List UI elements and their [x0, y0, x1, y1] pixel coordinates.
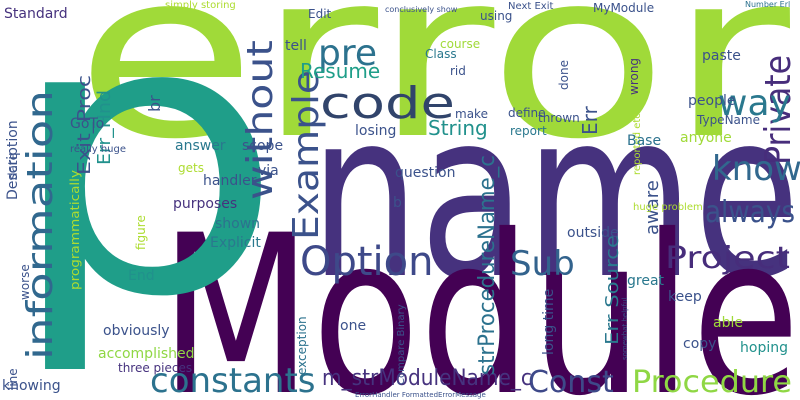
word: way	[718, 83, 791, 124]
word: error	[75, 0, 791, 190]
word: Compare Binary	[396, 304, 407, 385]
word: strProcedureName_c	[475, 155, 500, 375]
word: programmatically	[68, 170, 82, 290]
word: line	[6, 368, 20, 390]
word: GoTo	[70, 116, 104, 132]
word: name	[310, 63, 800, 330]
word: paste	[702, 48, 741, 64]
word: huge problem	[633, 202, 703, 213]
word: b	[393, 195, 402, 211]
word: question	[395, 165, 455, 181]
word: m_strModuleName_c	[322, 366, 532, 391]
word: Class	[425, 47, 457, 61]
word: Explicit	[210, 235, 261, 251]
word: define	[508, 106, 546, 120]
word: ErrorHandler FormattedErrorMessage	[355, 391, 486, 399]
word: Err_Hnd	[94, 90, 115, 165]
word: Err	[578, 105, 602, 135]
word: purposes	[173, 196, 237, 212]
word: Resume	[300, 59, 380, 83]
word: Project	[665, 241, 790, 276]
word: Const	[528, 365, 614, 400]
word: br	[145, 95, 164, 112]
word: make	[455, 107, 488, 121]
word: Private	[758, 55, 799, 165]
word: thrown	[538, 111, 580, 125]
word: Description	[5, 120, 21, 200]
word: Err Source	[602, 235, 623, 345]
word: shown	[215, 216, 260, 232]
word: great	[627, 273, 665, 289]
word: constants	[150, 361, 316, 400]
word: String	[428, 116, 488, 140]
word: Example	[286, 70, 327, 240]
word: done	[557, 60, 571, 90]
word: using	[480, 9, 512, 23]
word: MyModule	[593, 1, 654, 15]
word: know	[712, 149, 800, 189]
word: really huge	[70, 144, 126, 155]
word: knowing	[2, 378, 61, 394]
word: without	[240, 40, 281, 200]
word: Next Exit	[508, 1, 553, 12]
word: Number Erl	[745, 0, 790, 9]
word: Base	[627, 133, 661, 149]
word: conclusively show	[385, 5, 458, 14]
word: one	[340, 318, 366, 334]
word: code	[320, 78, 455, 129]
word: always	[705, 195, 795, 230]
word: hoping	[740, 340, 788, 356]
word: accomplished	[98, 346, 195, 362]
word: somewhat helpful	[621, 297, 629, 360]
word: figure	[134, 215, 148, 250]
word: report	[510, 124, 547, 138]
word: date	[6, 153, 20, 180]
word: Module	[160, 188, 800, 400]
word: Standard	[4, 6, 68, 22]
word: reported etc	[632, 113, 643, 175]
word: End	[128, 268, 155, 284]
word: worse	[18, 264, 32, 300]
word: keep	[668, 289, 702, 305]
word: long time	[541, 289, 557, 355]
word: wrong	[627, 58, 641, 95]
word: simply storing	[165, 0, 236, 11]
word: answer	[175, 138, 226, 154]
word: gets	[178, 161, 204, 175]
word: able	[713, 315, 743, 331]
word: p	[5, 0, 285, 380]
word: scope	[242, 138, 283, 154]
word: information	[20, 90, 61, 360]
word: Sub	[510, 244, 575, 284]
word: three pieces	[118, 361, 192, 375]
word: TypeName	[696, 113, 760, 127]
word: handler	[203, 173, 257, 189]
word: Edit	[308, 7, 332, 21]
word: rid	[450, 64, 466, 78]
word: people	[688, 93, 735, 109]
word: aware	[642, 180, 663, 235]
word: copy	[683, 336, 716, 352]
word: tell	[285, 38, 307, 54]
word: pre	[318, 33, 377, 74]
word: course	[440, 37, 480, 51]
word: losing	[355, 123, 396, 139]
word: Option	[300, 239, 434, 285]
word: Exit_Proc	[74, 75, 95, 175]
word: anyone	[680, 130, 732, 146]
word: outside	[567, 225, 619, 241]
word: via	[258, 163, 279, 179]
word: Procedure	[632, 365, 792, 400]
word: exception	[295, 316, 309, 375]
word: obviously	[103, 323, 170, 339]
